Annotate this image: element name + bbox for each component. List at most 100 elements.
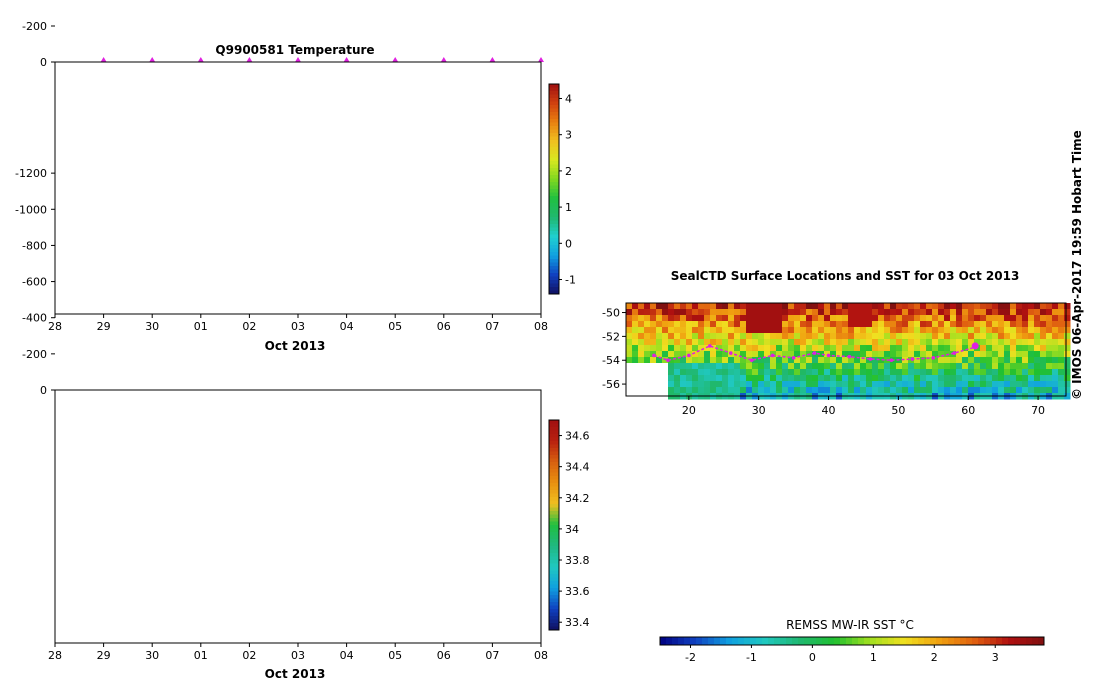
sst-cell bbox=[674, 315, 681, 322]
sst-cell bbox=[794, 345, 801, 352]
sst-cell bbox=[998, 339, 1005, 346]
sst-cell bbox=[698, 381, 705, 388]
sst-cell bbox=[656, 369, 663, 376]
sst-cell bbox=[722, 339, 729, 346]
sst-cell bbox=[980, 333, 987, 340]
longitude-tick-label: 20 bbox=[682, 404, 696, 417]
salinity-colorbar-tick-label: 34.4 bbox=[565, 461, 590, 474]
sst-cell bbox=[698, 333, 705, 340]
sst-cell bbox=[704, 381, 711, 388]
sst-cell bbox=[962, 351, 969, 358]
sst-cell bbox=[968, 339, 975, 346]
salinity-colorbar-segment bbox=[549, 626, 559, 631]
sst-colorbar-segment bbox=[762, 637, 769, 645]
sst-cell bbox=[1010, 333, 1017, 340]
sst-cell bbox=[1040, 327, 1047, 334]
sst-cell bbox=[932, 321, 939, 328]
sst-colorbar-segment bbox=[936, 637, 943, 645]
sst-cell bbox=[902, 333, 909, 340]
sst-cell bbox=[662, 321, 669, 328]
sst-cell bbox=[644, 315, 651, 322]
sst-cell bbox=[722, 309, 729, 316]
sst-cell bbox=[728, 369, 735, 376]
salinity-colorbar-segment bbox=[549, 434, 559, 438]
sst-cell bbox=[956, 333, 963, 340]
salinity-x-tick-label: 30 bbox=[145, 649, 159, 662]
sst-cell bbox=[902, 303, 909, 310]
sst-cell bbox=[1064, 333, 1071, 340]
sst-cell bbox=[752, 303, 759, 310]
sst-cell bbox=[890, 363, 897, 370]
sst-cell bbox=[974, 303, 981, 310]
sst-cell bbox=[662, 351, 669, 358]
temperature-colorbar-segment bbox=[549, 157, 559, 162]
sst-cell bbox=[716, 303, 723, 310]
sst-cell bbox=[974, 339, 981, 346]
sst-cell bbox=[776, 309, 783, 316]
sst-cell bbox=[980, 369, 987, 376]
sst-cell bbox=[758, 351, 765, 358]
sst-cell bbox=[968, 369, 975, 376]
sst-cell bbox=[992, 375, 999, 382]
sst-cell bbox=[1046, 375, 1053, 382]
sst-cell bbox=[638, 387, 645, 394]
seal-track bbox=[652, 342, 979, 363]
sst-cell bbox=[668, 339, 675, 346]
sst-cell bbox=[632, 369, 639, 376]
sst-cell bbox=[686, 369, 693, 376]
sst-cell bbox=[896, 321, 903, 328]
sst-cell bbox=[1046, 303, 1053, 310]
sst-cell bbox=[782, 303, 789, 310]
sst-cell bbox=[638, 321, 645, 328]
sst-colorbar-segment bbox=[924, 637, 931, 645]
sst-cell bbox=[770, 327, 777, 334]
salinity-colorbar-segment bbox=[549, 420, 559, 424]
sst-cell bbox=[1016, 351, 1023, 358]
sst-cell bbox=[1010, 339, 1017, 346]
sst-cell bbox=[962, 321, 969, 328]
sst-cell bbox=[806, 309, 813, 316]
sst-cell bbox=[950, 303, 957, 310]
sst-cell bbox=[884, 381, 891, 388]
sst-cell bbox=[878, 381, 885, 388]
track-point bbox=[728, 351, 733, 355]
sst-cell bbox=[812, 381, 819, 388]
cast-marker bbox=[392, 57, 399, 62]
sst-cell bbox=[710, 363, 717, 370]
sst-cell bbox=[638, 309, 645, 316]
sst-cell bbox=[680, 375, 687, 382]
temperature-x-tick-label: 07 bbox=[485, 320, 499, 333]
sst-cell bbox=[752, 339, 759, 346]
salinity-colorbar-segment bbox=[549, 507, 559, 512]
sst-cell bbox=[1040, 363, 1047, 370]
sst-cell bbox=[650, 339, 657, 346]
sst-cell bbox=[962, 303, 969, 310]
track-point bbox=[826, 353, 831, 358]
sst-cell bbox=[842, 321, 849, 328]
sst-cell bbox=[650, 381, 657, 388]
sst-cell bbox=[710, 321, 717, 328]
sst-cell bbox=[686, 333, 693, 340]
sst-cell bbox=[884, 321, 891, 328]
sst-cell bbox=[1040, 351, 1047, 358]
sst-cell bbox=[746, 363, 753, 370]
sst-cell bbox=[692, 321, 699, 328]
sst-cell bbox=[788, 351, 795, 358]
sst-cell bbox=[1022, 345, 1029, 352]
sst-cell bbox=[956, 345, 963, 352]
sst-cell bbox=[836, 315, 843, 322]
sst-colorbar-segment bbox=[660, 637, 667, 645]
sst-cell bbox=[746, 327, 753, 334]
sst-cell bbox=[668, 381, 675, 388]
sst-cell bbox=[764, 375, 771, 382]
sst-cell bbox=[752, 315, 759, 322]
sst-colorbar-tick-label: -2 bbox=[685, 651, 696, 664]
sst-cell bbox=[896, 387, 903, 394]
sst-cell bbox=[926, 375, 933, 382]
sst-cell bbox=[632, 387, 639, 394]
sst-cell bbox=[1028, 333, 1035, 340]
sst-cell bbox=[782, 381, 789, 388]
sst-cell bbox=[632, 339, 639, 346]
sst-cell bbox=[938, 351, 945, 358]
salinity-colorbar-segment bbox=[549, 567, 559, 571]
